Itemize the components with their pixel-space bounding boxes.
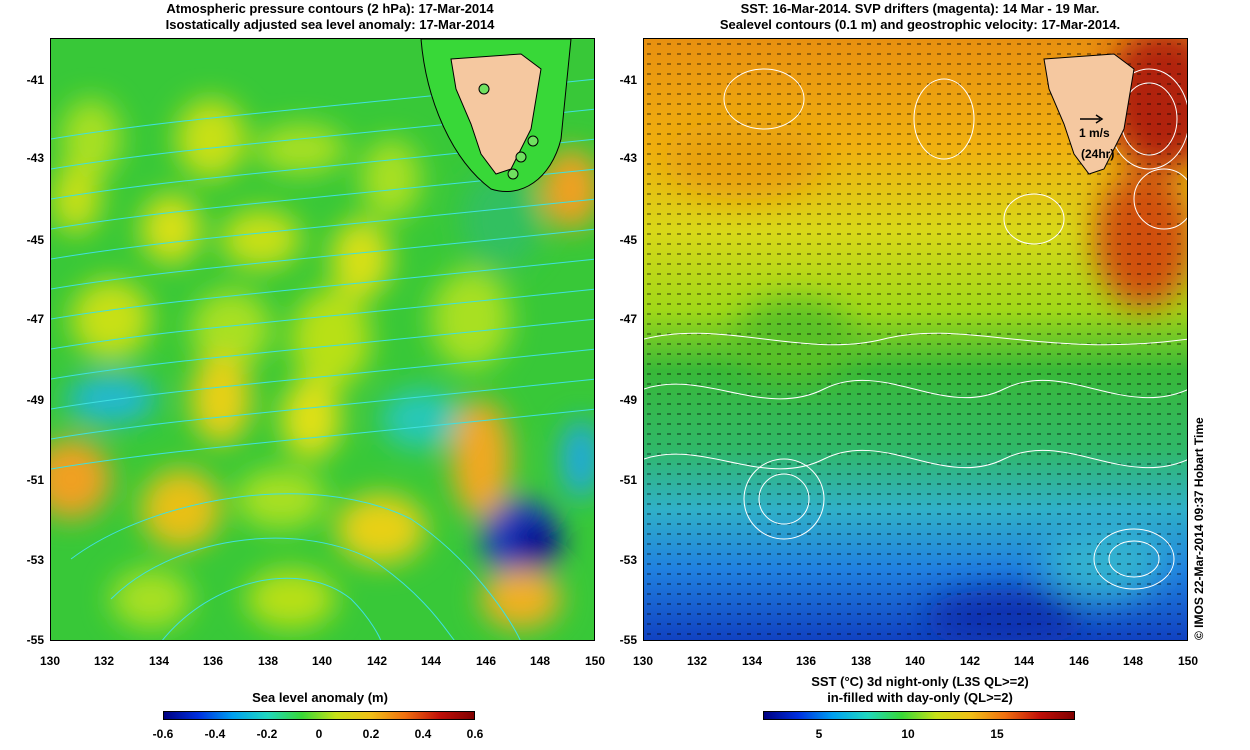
- sst-map: [643, 38, 1188, 641]
- left-lon-tick: 134: [148, 654, 170, 668]
- right-lon-tick: 140: [904, 654, 926, 668]
- left-lat-tick: -47: [26, 312, 44, 326]
- right-lon-tick: 136: [795, 654, 817, 668]
- right-lon-tick: 130: [632, 654, 654, 668]
- right-lat-tick: -49: [619, 393, 637, 407]
- left-lon-tick: 146: [475, 654, 497, 668]
- left-lon-tick: 132: [93, 654, 115, 668]
- left-colorbar-tick: -0.6: [152, 727, 174, 741]
- right-lat-tick: -45: [619, 233, 637, 247]
- right-lat-tick: -55: [619, 633, 637, 647]
- left-lat-tick: -45: [26, 233, 44, 247]
- left-lon-tick: 140: [311, 654, 333, 668]
- imos-credit: © IMOS 22-Mar-2014 09:37 Hobart Time: [1192, 417, 1206, 640]
- right-title-line1: SST: 16-Mar-2014. SVP drifters (magenta)…: [740, 1, 1100, 16]
- right-lon-tick: 142: [959, 654, 981, 668]
- left-lat-tick: -41: [26, 73, 44, 87]
- left-colorbar-tick: 0.6: [466, 727, 484, 741]
- left-lat-tick: -55: [26, 633, 44, 647]
- left-colorbar-tick: 0: [315, 727, 323, 741]
- sst-svg: [644, 39, 1187, 640]
- right-title-line2: Sealevel contours (0.1 m) and geostrophi…: [719, 17, 1121, 32]
- tasmania-land: [1043, 53, 1135, 175]
- right-colorbar-tick: 15: [990, 727, 1004, 741]
- left-lat-tick: -49: [26, 393, 44, 407]
- right-colorbar-label: SST (°C) 3d night-only (L3S QL>=2) in-fi…: [760, 674, 1080, 706]
- right-lon-tick: 134: [741, 654, 763, 668]
- right-lat-tick: -41: [619, 73, 637, 87]
- left-lon-tick: 142: [366, 654, 388, 668]
- left-colorbar-tick: 0.4: [414, 727, 432, 741]
- left-lon-tick: 144: [420, 654, 442, 668]
- velocity-scale-arrow: [1080, 114, 1104, 124]
- right-colorbar: [763, 711, 1075, 720]
- tasmania-land: [420, 39, 572, 193]
- right-lon-tick: 138: [850, 654, 872, 668]
- right-lat-tick: -47: [619, 312, 637, 326]
- left-title-line1: Atmospheric pressure contours (2 hPa): 1…: [166, 1, 494, 16]
- right-panel-title: SST: 16-Mar-2014. SVP drifters (magenta)…: [630, 1, 1210, 33]
- sla-field: [51, 99, 594, 629]
- left-colorbar-tick: 0.2: [362, 727, 380, 741]
- left-panel-title: Atmospheric pressure contours (2 hPa): 1…: [40, 1, 620, 33]
- sea-level-anomaly-map: [50, 38, 595, 641]
- sea-level-anomaly-svg: [51, 39, 594, 640]
- left-colorbar-label: Sea level anomaly (m): [252, 690, 388, 705]
- left-colorbar-tick: -0.2: [256, 727, 278, 741]
- right-lat-tick: -51: [619, 473, 637, 487]
- scale-arrow-label: 1 m/s: [1079, 126, 1110, 140]
- right-lon-tick: 148: [1122, 654, 1144, 668]
- left-lon-tick: 148: [529, 654, 551, 668]
- left-colorbar-tick: -0.4: [204, 727, 226, 741]
- left-lon-tick: 130: [39, 654, 61, 668]
- left-colorbar: [163, 711, 475, 720]
- sea-level-contours: [644, 68, 1187, 590]
- left-lon-tick: 136: [202, 654, 224, 668]
- right-lat-tick: -53: [619, 553, 637, 567]
- right-lon-tick: 150: [1177, 654, 1199, 668]
- right-colorbar-tick: 10: [901, 727, 915, 741]
- left-lat-tick: -43: [26, 151, 44, 165]
- right-lon-tick: 144: [1013, 654, 1035, 668]
- right-colorbar-label-line1: SST (°C) 3d night-only (L3S QL>=2): [811, 674, 1029, 689]
- scale-arrow-sublabel: (24hr): [1081, 147, 1115, 161]
- left-lat-tick: -51: [26, 473, 44, 487]
- right-lon-tick: 146: [1068, 654, 1090, 668]
- left-lon-tick: 150: [584, 654, 606, 668]
- left-lat-tick: -53: [26, 553, 44, 567]
- left-lon-tick: 138: [257, 654, 279, 668]
- right-colorbar-tick: 5: [815, 727, 823, 741]
- right-colorbar-label-line2: in-filled with day-only (QL>=2): [827, 690, 1013, 705]
- left-title-line2: Isostatically adjusted sea level anomaly…: [165, 17, 495, 32]
- right-lat-tick: -43: [619, 151, 637, 165]
- right-lon-tick: 132: [686, 654, 708, 668]
